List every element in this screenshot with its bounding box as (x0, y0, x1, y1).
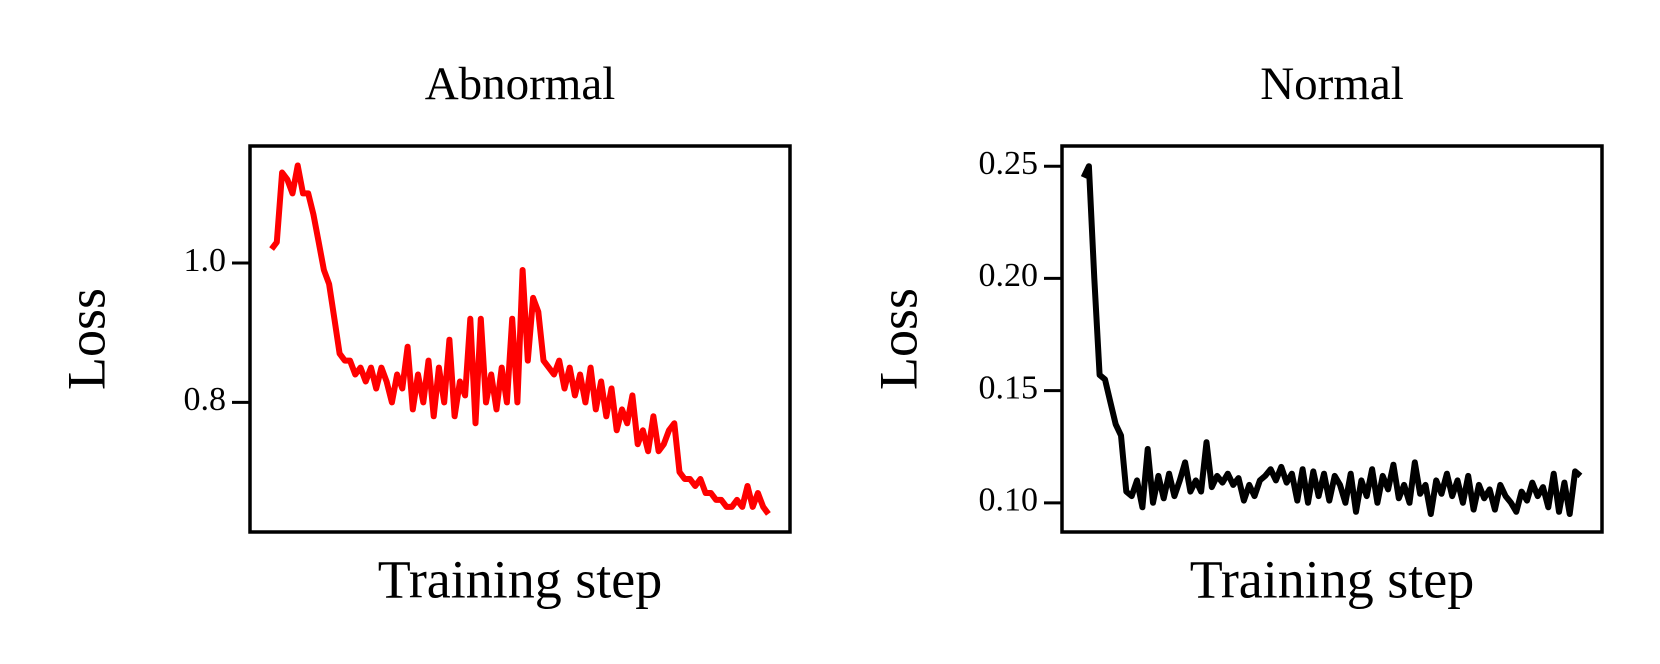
plot-frame (1060, 144, 1604, 534)
y-axis-label: Loss (56, 288, 116, 390)
x-axis-label: Training step (378, 549, 663, 609)
loss-line (269, 162, 771, 516)
chart-title: Normal (1260, 58, 1404, 110)
y-axis-label: Loss (868, 288, 928, 390)
chart-title: Abnormal (425, 58, 616, 110)
plot-frame (248, 144, 792, 534)
loss-line (1080, 163, 1583, 517)
y-tick-label: 0.10 (979, 482, 1039, 519)
y-tick-label: 0.15 (979, 369, 1039, 406)
y-tick-label: 0.25 (979, 145, 1039, 182)
y-tick-label: 0.20 (979, 257, 1039, 294)
y-tick-label: 1.0 (184, 242, 227, 279)
x-axis-label: Training step (1190, 549, 1475, 609)
y-tick-label: 0.8 (184, 381, 227, 418)
